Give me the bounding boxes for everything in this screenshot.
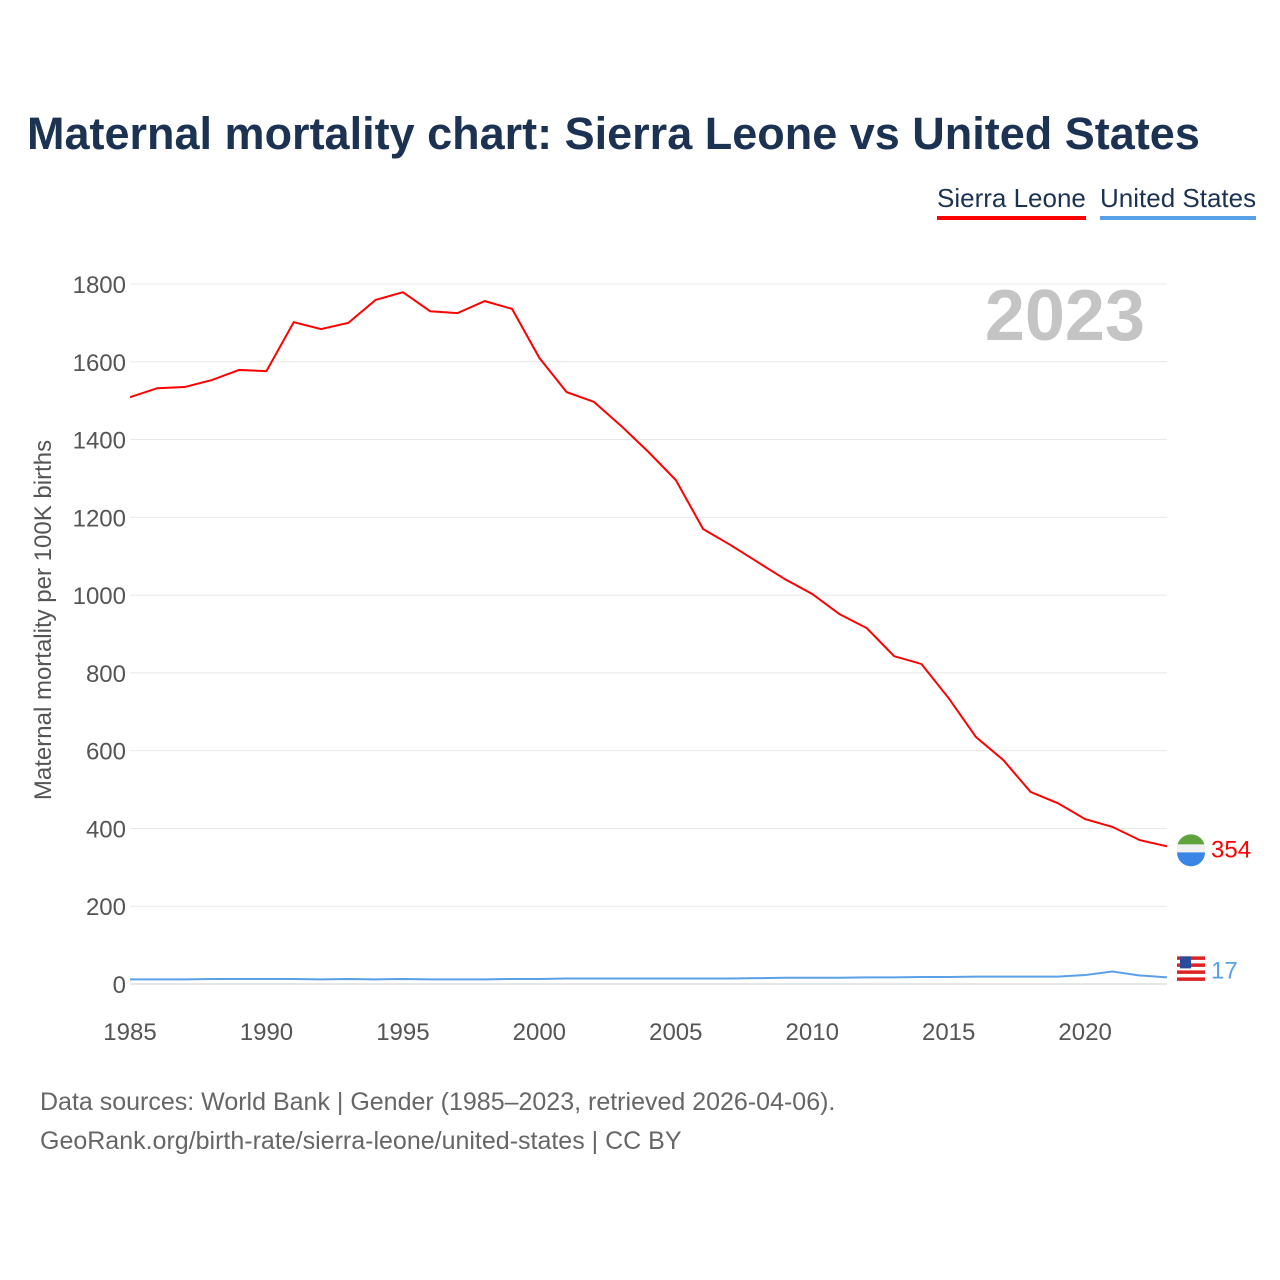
y-tick-label: 600: [86, 739, 126, 766]
x-tick-label: 2005: [649, 1019, 702, 1046]
x-tick-label: 2015: [922, 1019, 975, 1046]
end-value-label: 17: [1211, 957, 1238, 984]
y-tick-label: 1200: [73, 505, 126, 532]
legend-united-states[interactable]: United States: [1100, 183, 1257, 220]
x-tick-label: 2020: [1058, 1019, 1111, 1046]
y-tick-label: 1800: [73, 272, 126, 299]
series-line-sierra-leone: [129, 291, 1168, 848]
x-tick-label: 1990: [240, 1019, 293, 1046]
us-flag-icon: [1180, 956, 1191, 969]
y-tick-label: 1400: [73, 428, 126, 455]
end-value-label: 354: [1211, 836, 1251, 863]
y-tick-label: 200: [86, 894, 126, 921]
y-tick-label: 1000: [73, 583, 126, 610]
series-line-united-states: [130, 970, 1168, 981]
footer-link[interactable]: GeoRank.org/birth-rate/sierra-leone/unit…: [40, 1127, 682, 1155]
sierra-leone-flag-icon: [1177, 852, 1205, 867]
year-watermark: 2023: [985, 276, 1145, 356]
y-axis-label: Maternal mortality per 100K births: [30, 440, 57, 800]
x-tick-label: 2010: [786, 1019, 839, 1046]
sierra-leone-flag-icon: [1177, 844, 1205, 853]
us-flag-icon: [1177, 970, 1205, 974]
x-tick-label: 1995: [376, 1019, 429, 1046]
us-flag-icon: [1177, 977, 1205, 981]
y-tick-label: 800: [86, 661, 126, 688]
y-tick-label: 1600: [73, 350, 126, 377]
footer-sources: Data sources: World Bank | Gender (1985–…: [40, 1088, 836, 1116]
chart-title: Maternal mortality chart: Sierra Leone v…: [27, 108, 1200, 159]
x-tick-label: 2000: [513, 1019, 566, 1046]
legend-sierra-leone[interactable]: Sierra Leone: [937, 183, 1086, 220]
x-tick-label: 1985: [103, 1019, 156, 1046]
y-tick-label: 400: [86, 816, 126, 843]
y-tick-label: 0: [113, 972, 126, 999]
